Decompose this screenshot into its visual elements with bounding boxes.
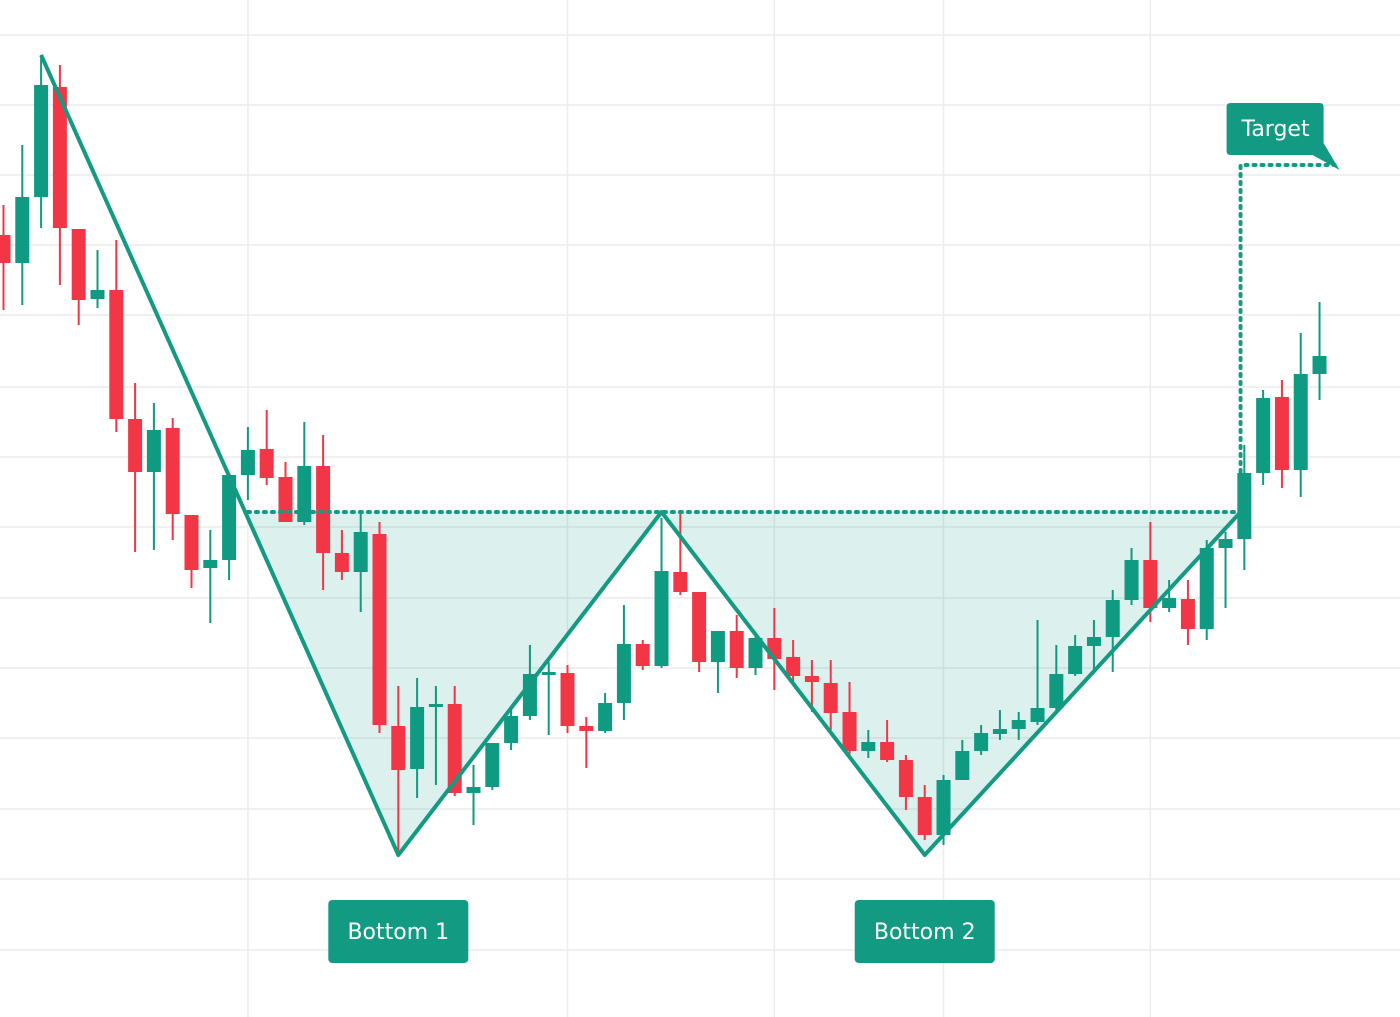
- candle-body: [992, 729, 1007, 734]
- candle-body: [391, 726, 406, 770]
- candle-body: [466, 787, 481, 793]
- candle-body: [428, 704, 443, 707]
- target-label-box: [1226, 103, 1340, 170]
- candle-body: [1124, 560, 1139, 600]
- candle-body: [165, 428, 180, 514]
- pattern: Target Bottom 1 Bottom 2: [39, 54, 1340, 963]
- candle-body: [316, 466, 331, 553]
- candle-body: [1180, 599, 1195, 629]
- candle-body: [1011, 720, 1026, 729]
- candle-body: [880, 742, 895, 760]
- candle-body: [203, 560, 218, 568]
- candle-body: [278, 477, 293, 522]
- target-label: Target: [1241, 117, 1310, 142]
- candle-body: [1274, 397, 1289, 470]
- annotation-box: [854, 900, 995, 963]
- candle-body: [0, 235, 11, 263]
- candle-body: [1162, 598, 1177, 608]
- candle-body: [447, 704, 462, 793]
- candle-body: [635, 644, 650, 666]
- candle-body: [1068, 646, 1083, 674]
- pattern-line: [39, 54, 1243, 857]
- candle-body: [710, 631, 725, 662]
- candle-body: [1237, 473, 1252, 539]
- candle-body: [560, 673, 575, 726]
- candle-body: [786, 657, 801, 676]
- candle-body: [71, 229, 86, 300]
- candle-body: [334, 553, 349, 572]
- candle-body: [128, 419, 143, 472]
- candle-body: [34, 85, 49, 197]
- candle-body: [598, 703, 613, 731]
- candle-body: [1218, 539, 1233, 548]
- candle-body: [222, 475, 237, 560]
- candle-body: [842, 712, 857, 751]
- candle-body: [823, 683, 838, 713]
- candle-body: [1105, 600, 1120, 637]
- candle-body: [1086, 637, 1101, 646]
- annotation-label: Bottom 2: [874, 920, 976, 945]
- candle-body: [1199, 548, 1214, 629]
- candle-body: [974, 733, 989, 751]
- candle-body: [353, 532, 368, 572]
- candle-body: [1312, 356, 1327, 374]
- candle-body: [90, 290, 105, 299]
- candle-body: [579, 726, 594, 731]
- candle-body: [917, 797, 932, 835]
- candle-body: [485, 743, 500, 787]
- candle-body: [654, 571, 669, 666]
- candle-body: [936, 780, 951, 835]
- candle-body: [146, 430, 161, 472]
- pattern-area: [245, 512, 1241, 855]
- candle-body: [1293, 374, 1308, 470]
- candle-body: [955, 751, 970, 780]
- candle-body: [861, 742, 876, 751]
- annotation-box: [328, 900, 469, 963]
- candle-body: [52, 87, 67, 228]
- candle-body: [748, 638, 763, 668]
- candle-body: [692, 592, 707, 662]
- candle-body: [1030, 708, 1045, 722]
- annotation-label: Bottom 1: [347, 920, 449, 945]
- candle-body: [804, 676, 819, 682]
- candle-body: [673, 572, 688, 592]
- candle-body: [616, 644, 631, 703]
- candle-body: [184, 515, 199, 570]
- candle-body: [729, 631, 744, 668]
- candle-body: [240, 450, 255, 475]
- candle-body: [522, 674, 537, 716]
- candle-body: [372, 534, 387, 725]
- candle-body: [1143, 560, 1158, 608]
- pattern-fill: [245, 512, 1241, 855]
- candle-body: [1256, 398, 1271, 473]
- candle-body: [15, 197, 30, 263]
- candle-body: [541, 672, 556, 675]
- candle-body: [109, 290, 124, 419]
- candle-body: [1049, 674, 1064, 708]
- target-line: [1238, 163, 1337, 514]
- candle-body: [898, 760, 913, 797]
- candle-body: [297, 466, 312, 522]
- candle-body: [504, 716, 519, 743]
- candle-body: [410, 707, 425, 769]
- candle-body: [259, 449, 274, 478]
